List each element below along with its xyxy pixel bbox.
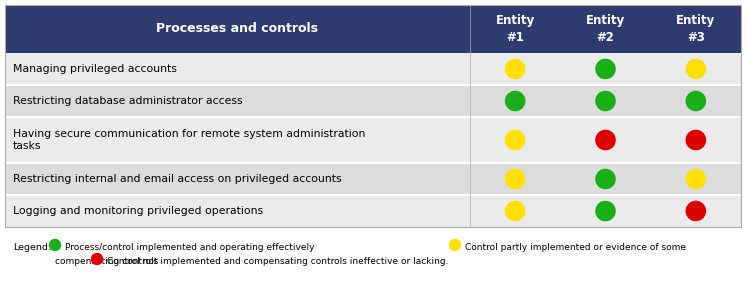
Point <box>690 138 702 142</box>
Point <box>510 138 521 142</box>
Text: Process/control implemented and operating effectively: Process/control implemented and operatin… <box>65 243 315 252</box>
Text: Control not implemented and compensating controls ineffective or lacking.: Control not implemented and compensating… <box>107 257 448 266</box>
Point <box>690 209 702 213</box>
Point <box>600 67 612 71</box>
Point <box>600 177 612 181</box>
Text: Restricting database administrator access: Restricting database administrator acces… <box>13 96 242 106</box>
Point <box>49 243 61 247</box>
Text: Entity
#1: Entity #1 <box>495 14 535 44</box>
Point <box>91 257 103 261</box>
Bar <box>5 53 741 85</box>
Bar <box>5 117 741 163</box>
Text: Processes and controls: Processes and controls <box>157 22 319 36</box>
Point <box>690 67 702 71</box>
Text: Legend:: Legend: <box>13 243 51 252</box>
Text: Logging and monitoring privileged operations: Logging and monitoring privileged operat… <box>13 206 263 216</box>
Point <box>449 243 461 247</box>
Bar <box>5 5 741 53</box>
Point <box>510 67 521 71</box>
Text: compensating controls: compensating controls <box>55 257 158 266</box>
Text: Restricting internal and email access on privileged accounts: Restricting internal and email access on… <box>13 174 342 184</box>
Bar <box>5 163 741 195</box>
Point <box>690 99 702 103</box>
Bar <box>5 5 741 227</box>
Text: Managing privileged accounts: Managing privileged accounts <box>13 64 177 74</box>
Point <box>510 177 521 181</box>
Text: Entity
#3: Entity #3 <box>676 14 715 44</box>
Point <box>600 209 612 213</box>
Bar <box>5 85 741 117</box>
Point <box>510 99 521 103</box>
Point <box>600 99 612 103</box>
Text: Entity
#2: Entity #2 <box>586 14 625 44</box>
Point <box>690 177 702 181</box>
Point <box>600 138 612 142</box>
Text: Control partly implemented or evidence of some: Control partly implemented or evidence o… <box>465 243 686 252</box>
Bar <box>5 195 741 227</box>
Point <box>510 209 521 213</box>
Text: Having secure communication for remote system administration
tasks: Having secure communication for remote s… <box>13 129 366 151</box>
